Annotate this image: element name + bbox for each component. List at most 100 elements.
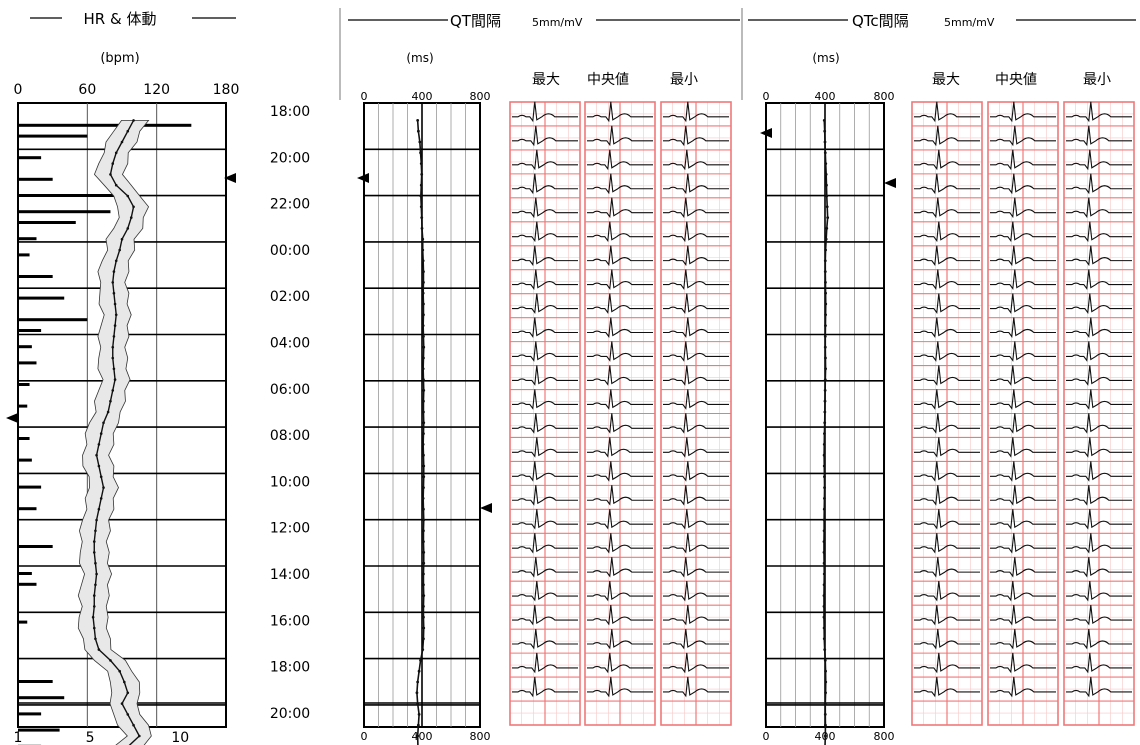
- qtc-ecg-beat: [1066, 533, 1132, 554]
- qtc-ecg-beat: [914, 652, 980, 674]
- qt-point: [422, 529, 425, 533]
- qtc-point: [823, 345, 827, 349]
- qt-ecg-beat: [587, 341, 653, 362]
- qtc-point: [822, 615, 826, 619]
- qt-ecg-beat: [587, 269, 653, 291]
- qtc-ecg-beat: [914, 317, 980, 338]
- hr-point: [91, 615, 95, 619]
- qt-ecg-beat: [587, 557, 653, 578]
- hr-point: [114, 259, 118, 263]
- qt-ecg-beat: [663, 101, 729, 123]
- hr-point: [132, 205, 135, 209]
- qt-ecg-beat: [512, 101, 578, 123]
- qt-point: [422, 410, 425, 414]
- hr-point: [97, 443, 101, 446]
- hr-point: [111, 345, 115, 349]
- time-label: 20:00: [270, 150, 310, 166]
- qt-point: [421, 648, 425, 651]
- qt-point: [421, 291, 425, 295]
- qt-point: [422, 594, 426, 597]
- qt-ecg-beat: [663, 149, 729, 171]
- qt-point: [419, 183, 423, 187]
- hr-bottom-tick-5: 5: [86, 730, 95, 745]
- qt-ecg-beat: [587, 173, 653, 195]
- time-label: 18:00: [270, 660, 310, 676]
- qt-ecg-beat: [663, 581, 729, 602]
- activity-bar: [18, 156, 42, 160]
- qtc-ecg-beat: [914, 101, 980, 123]
- hr-point: [132, 119, 135, 122]
- qtc-point: [824, 237, 828, 241]
- activity-bar: [18, 680, 53, 683]
- hr-point: [118, 669, 121, 673]
- qtc-point: [822, 605, 826, 608]
- qtc-point: [823, 648, 827, 651]
- qtc-ecg-beat: [914, 413, 980, 434]
- hr-point: [95, 572, 98, 576]
- qtc-ecg-beat: [1066, 269, 1132, 291]
- hr-point: [99, 432, 103, 435]
- qt-point: [422, 335, 425, 338]
- hr-bottom-tick-labels: 1 5 10: [14, 730, 190, 745]
- qtc-point: [823, 659, 827, 662]
- qt-ecg-beat: [587, 413, 653, 434]
- qtc-series-line: [823, 120, 829, 745]
- qtc-ecg-beat: [914, 676, 980, 698]
- qtc-point: [824, 691, 827, 695]
- qt-bottom-tick-labels: 0 400 800: [361, 730, 491, 743]
- hr-top-tick-60: 60: [78, 82, 96, 98]
- hr-point: [92, 605, 96, 608]
- time-label: 10:00: [270, 474, 310, 490]
- qt-ecg-beat: [512, 245, 578, 267]
- qt-ecg-beat: [587, 317, 653, 338]
- qt-ecg-beat: [663, 652, 729, 674]
- qt-col-min-label: 最小: [670, 72, 698, 88]
- qtc-point: [824, 173, 828, 176]
- qtc-ecg-beat: [914, 389, 980, 410]
- qtc-point: [823, 410, 827, 414]
- qtc-ecg-beat: [1066, 413, 1132, 434]
- hr-point: [99, 475, 103, 479]
- hr-point: [126, 227, 130, 230]
- qtc-ecg-beat: [1066, 676, 1132, 698]
- qt-ecg-beat: [512, 485, 578, 506]
- qtc-ecg-beat: [914, 461, 980, 482]
- qt-ecg-beat: [512, 533, 578, 554]
- qtc-point: [822, 551, 826, 554]
- activity-bar: [18, 696, 65, 700]
- qt-ecg-beat: [663, 676, 729, 698]
- qt-point: [421, 248, 425, 252]
- qt-point: [420, 216, 424, 220]
- qt-ecg-beat: [512, 293, 578, 314]
- qt-point: [421, 443, 425, 446]
- activity-bar: [18, 545, 53, 548]
- qtc-ecg-beat: [1066, 173, 1132, 195]
- qtc-ecg-beat: [1066, 341, 1132, 362]
- qtc-ecg-beat: [990, 413, 1056, 434]
- qt-ecg-beat: [587, 652, 653, 674]
- qtc-ecg-beat: [990, 173, 1056, 195]
- qtc-ecg-beat: [990, 557, 1056, 578]
- qtc-point: [824, 162, 828, 166]
- qtc-point: [822, 594, 826, 597]
- qtc-ecg-beat: [914, 293, 980, 314]
- qt-point: [416, 723, 420, 727]
- qt-ecg-beat: [663, 269, 729, 291]
- qtc-ecg-beat: [990, 101, 1056, 123]
- hr-panel-title: HR & 体動: [84, 10, 157, 28]
- hr-point: [99, 497, 103, 500]
- qt-ecg-beat: [512, 413, 578, 434]
- qtc-point: [824, 680, 828, 684]
- qtc-point: [823, 421, 827, 425]
- qtc-point: [824, 313, 827, 317]
- qtc-point: [822, 637, 826, 641]
- qt-ecg-beat: [663, 557, 729, 578]
- qtc-point: [823, 497, 826, 500]
- qtc-ecg-beat: [990, 676, 1056, 698]
- qt-point: [422, 281, 425, 284]
- qt-point: [415, 691, 419, 695]
- qt-point: [422, 345, 426, 349]
- qtc-ecg-beat: [990, 485, 1056, 506]
